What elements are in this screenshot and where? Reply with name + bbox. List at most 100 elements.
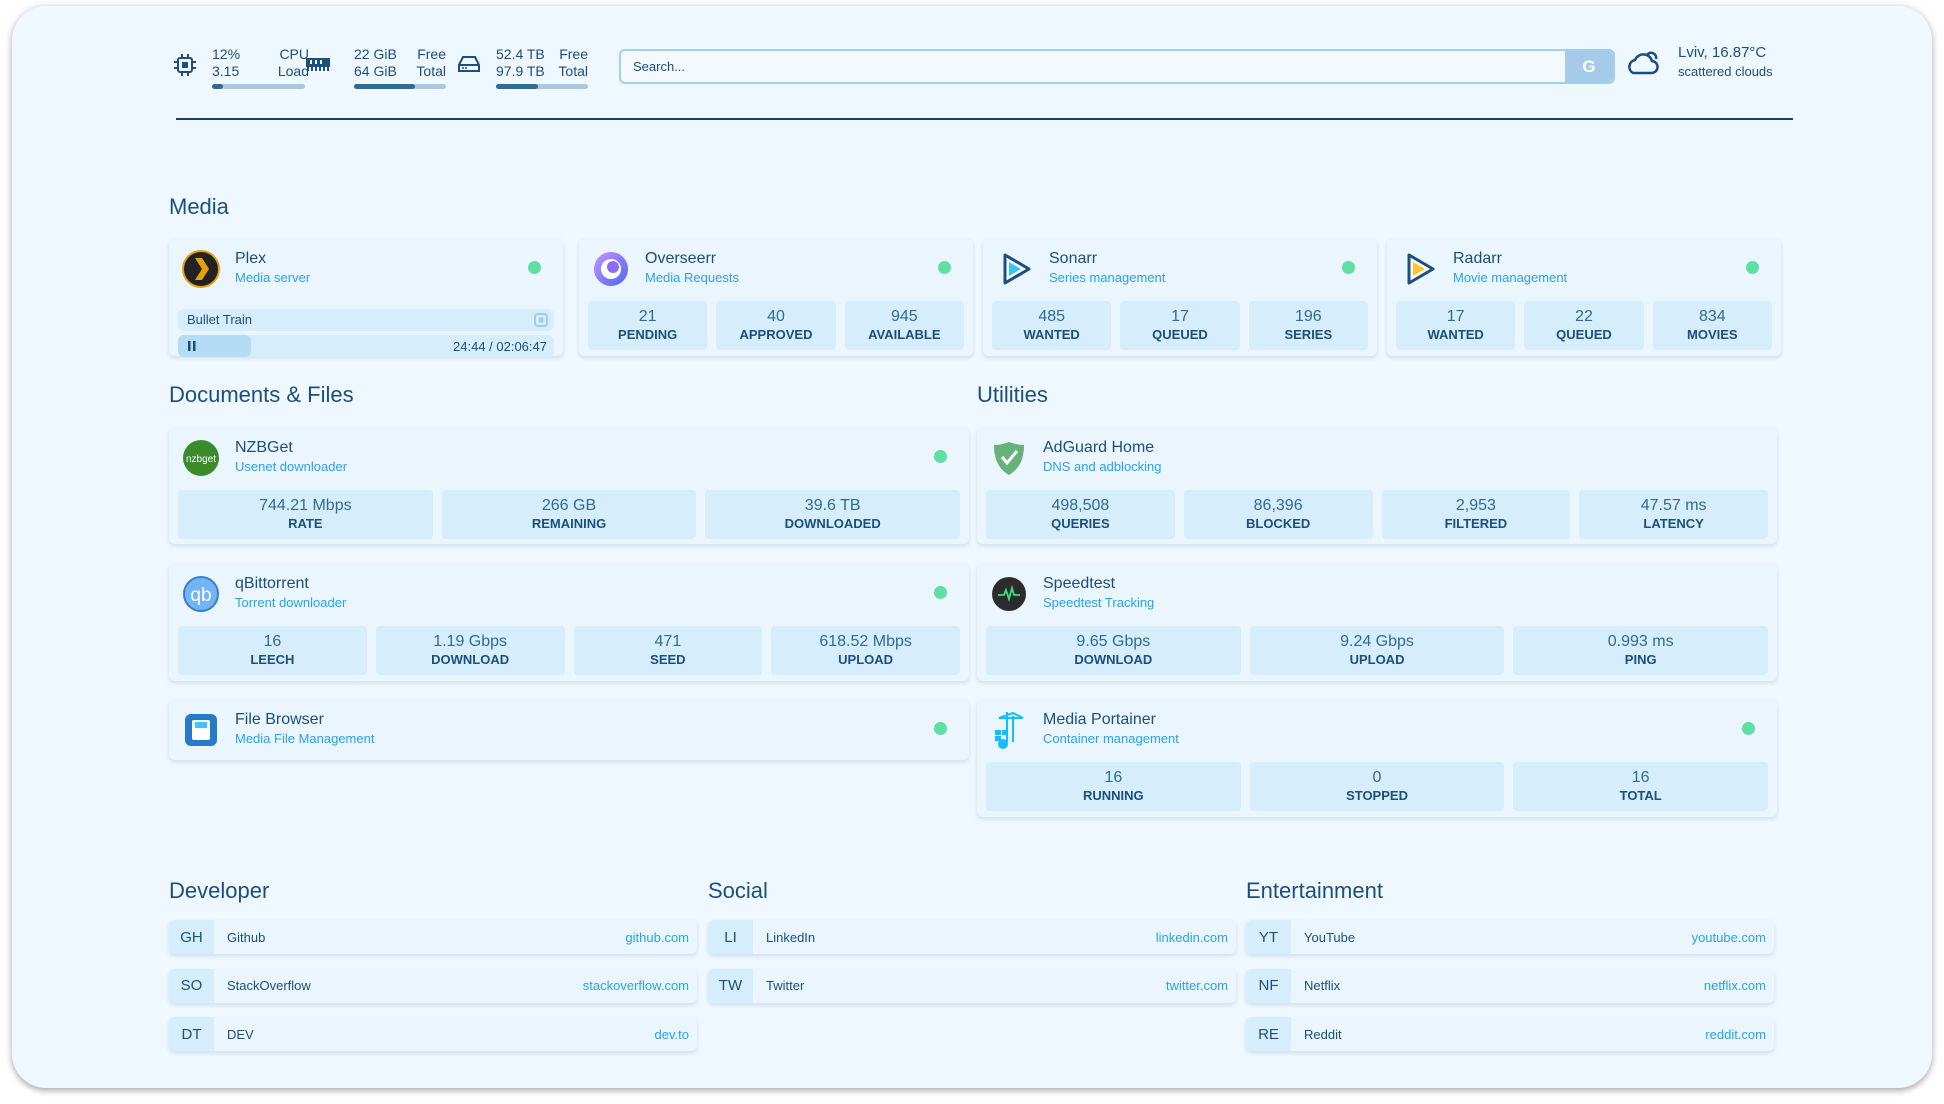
bookmark-github[interactable]: GH Github github.com	[169, 920, 697, 954]
stat-value: 0	[1372, 769, 1382, 786]
service-card-radarr[interactable]: Radarr Movie management 17 WANTED 22 QUEUED…	[1387, 239, 1781, 356]
bookmark-reddit[interactable]: RE Reddit reddit.com	[1246, 1017, 1774, 1051]
service-title: Overseerr	[645, 250, 717, 267]
memory-widget: 22 GiB 64 GiB Free Total	[306, 46, 446, 90]
bookmark-twitter[interactable]: TW Twitter twitter.com	[708, 968, 1236, 1003]
stat-value: 485	[1038, 308, 1066, 325]
header-divider	[176, 118, 1793, 120]
service-title: File Browser	[235, 711, 324, 728]
bookmark-abbr: TW	[708, 968, 753, 1003]
stat-box: 9.65 Gbps DOWNLOAD	[986, 626, 1241, 675]
stat-label: LATENCY	[1643, 516, 1704, 531]
search-box: G	[619, 49, 1615, 84]
stat-box: 0.993 ms PING	[1513, 626, 1769, 675]
bookmark-stackoverflow[interactable]: SO StackOverflow stackoverflow.com	[169, 968, 697, 1003]
stat-value: 16	[1631, 769, 1650, 786]
service-subtitle: Speedtest Tracking	[1043, 595, 1155, 610]
radarr-icon	[1407, 253, 1435, 285]
cloud-sun-icon	[1628, 51, 1659, 75]
stat-value: 1.19 Gbps	[433, 633, 508, 650]
cpu-bar	[212, 84, 305, 89]
load-label: Load	[277, 63, 309, 79]
bookmark-youtube[interactable]: YT YouTube youtube.com	[1246, 920, 1774, 954]
speedtest-icon	[992, 577, 1026, 611]
service-stats: 498,508 QUERIES 86,396 BLOCKED 2,953 FILTERED…	[986, 490, 1768, 539]
stat-box: 485 WANTED	[992, 301, 1112, 350]
stat-value: 39.6 TB	[804, 497, 861, 514]
service-card-plex[interactable]: Plex Media server Bullet Train 24:44 / 0…	[169, 239, 563, 357]
svg-text:nzbget: nzbget	[186, 454, 216, 465]
service-subtitle: Media Requests	[645, 270, 739, 285]
stat-box: 266 GB REMAINING	[441, 490, 697, 539]
disk-icon	[458, 56, 480, 72]
service-title: Media Portainer	[1043, 711, 1156, 728]
service-title: Radarr	[1453, 250, 1502, 267]
stat-box: 196 SERIES	[1248, 301, 1368, 350]
service-title: Plex	[235, 250, 267, 267]
service-card-media-portainer[interactable]: Media Portainer Container management 16 R…	[977, 700, 1777, 817]
plex-icon	[182, 250, 220, 288]
status-dot	[934, 722, 947, 735]
service-card-adguard-home[interactable]: AdGuard Home DNS and adblocking 498,508 Q…	[977, 428, 1777, 544]
stat-value: 834	[1698, 308, 1726, 325]
stat-label: DOWNLOADED	[784, 516, 881, 531]
service-subtitle: Movie management	[1453, 270, 1568, 285]
overseerr-icon	[594, 252, 628, 286]
playback-progress[interactable]: 24:44 / 02:06:47	[178, 335, 554, 357]
cpu-icon	[174, 54, 196, 76]
bookmark-url[interactable]: dev.to	[654, 1026, 689, 1042]
bookmark-name: Twitter	[766, 978, 805, 993]
free-label: Free	[417, 46, 446, 62]
bookmark-abbr: LI	[708, 920, 753, 954]
service-stats: 16 LEECH 1.19 Gbps DOWNLOAD 471 SEED 618.52 Mb…	[178, 626, 960, 675]
stat-box: 618.52 Mbps UPLOAD	[771, 626, 960, 675]
bookmark-netflix[interactable]: NF Netflix netflix.com	[1246, 968, 1774, 1003]
service-card-nzbget[interactable]: nzbget NZBGet Usenet downloader 744.21 M…	[169, 428, 969, 544]
stat-value: 17	[1446, 308, 1465, 325]
stat-value: 266 GB	[541, 497, 597, 514]
bookmark-url[interactable]: linkedin.com	[1155, 929, 1228, 945]
search-engine-button[interactable]: G	[1565, 51, 1613, 82]
bookmark-url[interactable]: twitter.com	[1165, 978, 1228, 993]
status-dot	[934, 586, 947, 599]
bookmark-dev[interactable]: DT DEV dev.to	[169, 1017, 697, 1051]
bookmark-url[interactable]: github.com	[625, 929, 689, 945]
status-dot	[1342, 261, 1355, 274]
dashboard-frame: 12% 3.15 CPU Load 22 GiB 64 GiB Free Tot…	[12, 6, 1932, 1088]
bookmark-abbr: DT	[169, 1017, 214, 1051]
stat-value: 945	[890, 308, 918, 325]
service-card-qbittorrent[interactable]: qb qBittorrent Torrent downloader 16 LEEC…	[169, 564, 969, 681]
stat-label: QUERIES	[1051, 516, 1110, 531]
search-input[interactable]	[621, 51, 1561, 82]
bookmark-linkedin[interactable]: LI LinkedIn linkedin.com	[708, 920, 1236, 954]
bookmark-url[interactable]: stackoverflow.com	[582, 978, 689, 993]
service-card-overseerr[interactable]: Overseerr Media Requests 21 PENDING 40 APPR…	[579, 239, 973, 356]
stat-box: 17 WANTED	[1396, 301, 1516, 350]
stat-label: SEED	[650, 652, 686, 667]
sonarr-icon	[1003, 253, 1031, 285]
service-stats: 17 WANTED 22 QUEUED 834 MOVIES	[1396, 301, 1772, 350]
status-dot	[938, 261, 951, 274]
service-card-speedtest[interactable]: Speedtest Speedtest Tracking 9.65 Gbps DO…	[977, 564, 1777, 681]
qbittorrent-icon: qb	[183, 576, 219, 612]
stat-label: REMAINING	[531, 516, 607, 531]
stat-value: 22	[1575, 308, 1593, 325]
stat-label: BLOCKED	[1245, 516, 1311, 531]
service-stats: 16 RUNNING 0 STOPPED 16 TOTAL	[986, 762, 1769, 811]
bookmark-name: DEV	[227, 1026, 254, 1042]
bookmark-name: Github	[227, 929, 266, 945]
section-title-utilities: Utilities	[977, 382, 1048, 407]
bookmark-url[interactable]: reddit.com	[1705, 1026, 1766, 1042]
service-card-file-browser[interactable]: File Browser Media File Management	[169, 700, 969, 760]
stat-label: APPROVED	[739, 327, 813, 342]
stat-label: STOPPED	[1346, 788, 1408, 803]
stat-box: 471 SEED	[573, 626, 763, 675]
service-title: NZBGet	[235, 439, 293, 456]
bookmark-url[interactable]: youtube.com	[1691, 929, 1766, 945]
stat-value: 40	[767, 308, 785, 325]
pause-icon[interactable]	[188, 341, 196, 351]
service-card-sonarr[interactable]: Sonarr Series management 485 WANTED 17 QUEU…	[983, 239, 1377, 356]
bookmark-url[interactable]: netflix.com	[1703, 978, 1766, 993]
stat-box: 39.6 TB DOWNLOADED	[705, 490, 961, 539]
stat-box: 22 QUEUED	[1524, 301, 1644, 350]
